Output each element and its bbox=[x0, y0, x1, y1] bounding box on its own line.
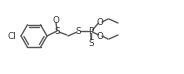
Text: Cl: Cl bbox=[8, 32, 17, 40]
Text: O: O bbox=[53, 16, 59, 25]
Text: P: P bbox=[88, 26, 94, 36]
Text: O: O bbox=[97, 32, 103, 40]
Text: S: S bbox=[54, 26, 60, 36]
Text: O: O bbox=[97, 17, 103, 26]
Text: S: S bbox=[88, 38, 94, 48]
Text: S: S bbox=[75, 26, 81, 36]
